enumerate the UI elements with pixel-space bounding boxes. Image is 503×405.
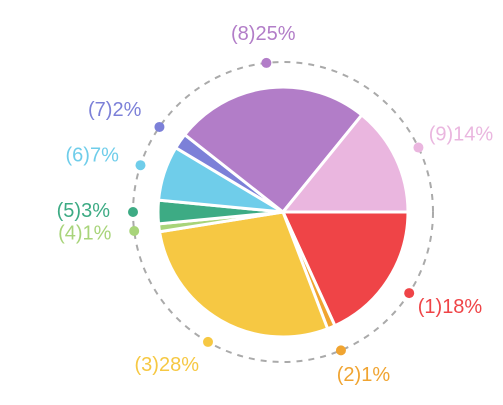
slice-value-label: 14% — [453, 124, 493, 146]
slice-category: (8) — [231, 23, 255, 45]
slice-value-label: 28% — [159, 354, 199, 376]
slice-category: (6) — [66, 145, 90, 167]
label-dot — [135, 160, 146, 171]
slice-value-label: 1% — [361, 364, 390, 386]
label-dot — [128, 207, 138, 217]
slice-label: (8)25% — [231, 23, 296, 45]
slice-category: (2) — [337, 364, 361, 386]
pie-slice — [279, 112, 410, 214]
slice-value-label: 25% — [255, 23, 295, 45]
slice-label: (4)1% — [58, 223, 112, 245]
slice-label: (5)3% — [57, 200, 111, 222]
label-dot — [335, 345, 346, 356]
slice-value-label: 18% — [442, 297, 482, 319]
slice-label: (1)18% — [418, 297, 483, 319]
pie-slice — [280, 210, 410, 328]
slice-category: (7) — [88, 99, 112, 121]
slice-label: (7)2% — [88, 99, 142, 121]
slice-label: (6)7% — [66, 145, 120, 167]
slice-category: (1) — [418, 297, 442, 319]
label-dot — [404, 288, 415, 299]
label-dot — [154, 121, 165, 132]
slice-category: (5) — [57, 200, 81, 222]
slice-value-label: 7% — [90, 145, 119, 167]
slice-label: (9)14% — [429, 124, 494, 146]
pie-slice — [182, 85, 364, 215]
slice-value-label: 2% — [112, 99, 141, 121]
label-dot — [203, 336, 213, 347]
slice-category: (3) — [135, 354, 159, 376]
label-dot — [261, 57, 272, 68]
slice-value-label: 1% — [83, 223, 112, 245]
slice-category: (4) — [58, 223, 82, 245]
label-dot — [129, 225, 140, 236]
label-dot — [413, 142, 424, 153]
slice-category: (9) — [429, 124, 453, 146]
slice-label: (2)1% — [337, 364, 391, 386]
slice-label: (3)28% — [135, 354, 200, 376]
slice-value-label: 3% — [81, 200, 110, 222]
pie-slice — [157, 210, 330, 339]
